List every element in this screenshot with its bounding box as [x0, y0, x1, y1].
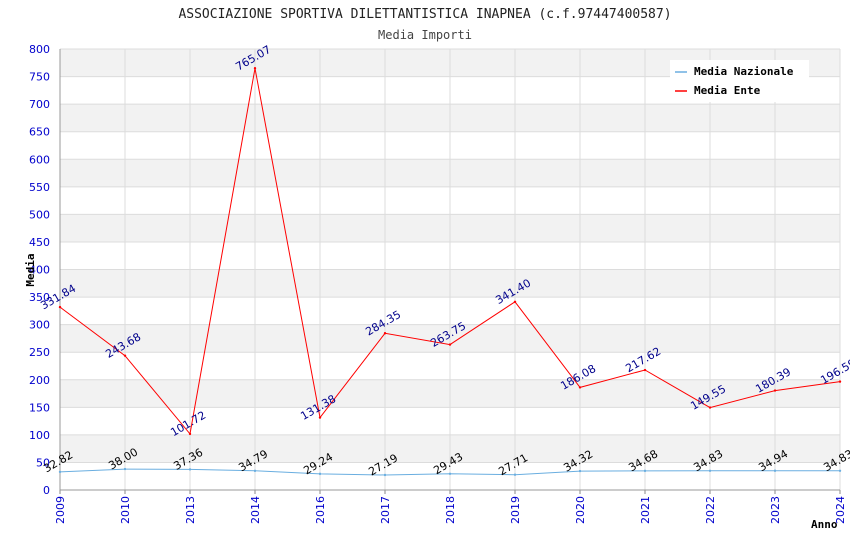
data-point-media-ente [318, 416, 322, 419]
y-tick-label: 0 [43, 484, 50, 497]
data-point-media-ente [448, 343, 452, 346]
data-point-media-ente [513, 300, 517, 304]
y-tick-label: 100 [29, 429, 50, 442]
x-tick-label: 2014 [249, 496, 262, 524]
data-point-media-nazionale [448, 472, 452, 475]
x-tick-label: 2023 [769, 496, 782, 524]
y-tick-label: 500 [29, 208, 50, 221]
x-tick-label: 2022 [704, 496, 717, 524]
y-axis-label: Media [24, 253, 37, 286]
data-point-media-ente [58, 305, 62, 309]
data-point-media-nazionale [188, 468, 192, 471]
y-tick-label: 150 [29, 401, 50, 414]
y-tick-label: 600 [29, 153, 50, 166]
y-tick-label: 800 [29, 43, 50, 56]
legend-label-media-nazionale: Media Nazionale [694, 65, 794, 78]
data-point-media-nazionale [383, 473, 387, 477]
x-tick-label: 2017 [379, 496, 392, 524]
data-point-media-ente [253, 67, 257, 70]
x-tick-label: 2013 [184, 496, 197, 524]
x-tick-labels: 2009 2010 2013 2014 2016 2017 2018 2019 2020 2021… [54, 496, 847, 524]
y-tick-labels: 0 50 100 150 200 250 300 350 400 450 500 550 600 650 7… [29, 43, 50, 497]
data-point-media-nazionale [58, 470, 62, 474]
data-point-media-ente [383, 332, 387, 335]
x-tick-label: 2016 [314, 496, 327, 524]
x-tick-label: 2010 [119, 496, 132, 524]
data-point-media-nazionale [643, 469, 647, 473]
data-point-media-nazionale [253, 469, 257, 473]
data-point-media-nazionale [318, 472, 322, 476]
legend-label-media-ente: Media Ente [694, 84, 761, 97]
data-point-media-ente [578, 386, 582, 389]
y-tick-label: 300 [29, 319, 50, 332]
data-point-media-ente [188, 432, 192, 436]
series-lines [58, 67, 842, 477]
x-tick-label: 2009 [54, 496, 67, 524]
data-point-media-nazionale [513, 473, 517, 476]
x-axis-label: Anno [811, 518, 838, 531]
data-point-media-nazionale [123, 467, 127, 471]
y-tick-label: 400 [29, 264, 50, 277]
y-tick-label: 650 [29, 126, 50, 139]
x-tick-label: 2018 [444, 496, 457, 524]
y-tick-label: 200 [29, 374, 50, 387]
data-point-media-nazionale [773, 469, 777, 472]
chart-title: ASSOCIAZIONE SPORTIVA DILETTANTISTICA IN… [178, 7, 671, 22]
axes [59, 49, 841, 494]
data-point-media-ente [643, 368, 647, 372]
legend-box [670, 60, 809, 102]
data-point-media-nazionale [838, 469, 842, 472]
y-tick-label: 250 [29, 346, 50, 359]
y-tick-label: 450 [29, 236, 50, 249]
data-point-media-ente [708, 406, 712, 409]
data-point-media-nazionale [708, 469, 712, 472]
y-tick-label: 700 [29, 98, 50, 111]
y-tick-label: 750 [29, 71, 50, 84]
x-tick-label: 2019 [509, 496, 522, 524]
data-point-media-ente [838, 380, 842, 383]
y-tick-label: 550 [29, 181, 50, 194]
data-point-media-nazionale [578, 469, 582, 473]
y-tick-label: 50 [36, 456, 50, 469]
y-tick-label: 350 [29, 291, 50, 304]
chart-subtitle: Media Importi [378, 28, 472, 42]
x-tick-label: 2024 [834, 496, 847, 524]
x-tick-label: 2021 [639, 496, 652, 524]
x-tick-label: 2020 [574, 496, 587, 524]
data-point-media-ente [123, 354, 127, 357]
data-point-media-ente [773, 389, 777, 392]
legend: Media Nazionale Media Ente [670, 60, 809, 102]
